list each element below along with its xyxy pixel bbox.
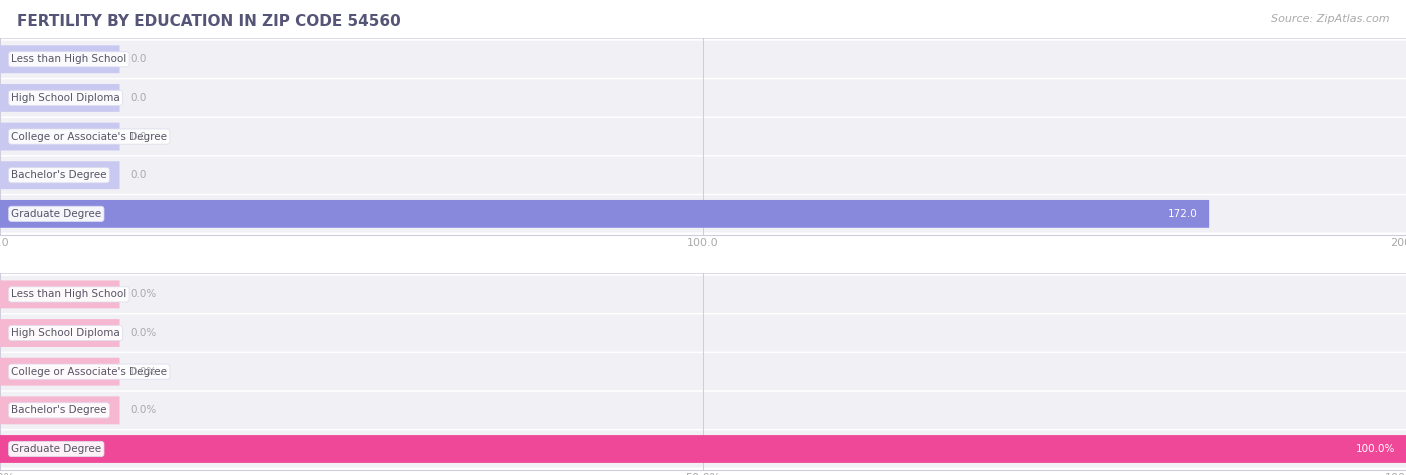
Text: Bachelor's Degree: Bachelor's Degree (11, 405, 107, 415)
Text: Graduate Degree: Graduate Degree (11, 444, 101, 454)
Text: 172.0: 172.0 (1168, 209, 1198, 219)
FancyBboxPatch shape (0, 314, 1406, 352)
Text: 0.0: 0.0 (131, 170, 148, 180)
Text: Source: ZipAtlas.com: Source: ZipAtlas.com (1271, 14, 1389, 24)
Text: 0.0%: 0.0% (131, 405, 157, 415)
FancyBboxPatch shape (0, 79, 1406, 116)
FancyBboxPatch shape (0, 200, 1209, 228)
FancyBboxPatch shape (0, 84, 120, 112)
FancyBboxPatch shape (0, 162, 120, 189)
Text: 100.0%: 100.0% (1355, 444, 1395, 454)
Text: College or Associate's Degree: College or Associate's Degree (11, 132, 167, 142)
FancyBboxPatch shape (0, 195, 1406, 232)
Text: High School Diploma: High School Diploma (11, 93, 120, 103)
Text: Bachelor's Degree: Bachelor's Degree (11, 170, 107, 180)
FancyBboxPatch shape (0, 430, 1406, 467)
FancyBboxPatch shape (0, 280, 120, 308)
FancyBboxPatch shape (0, 397, 120, 424)
FancyBboxPatch shape (0, 123, 120, 151)
Text: 0.0: 0.0 (131, 93, 148, 103)
FancyBboxPatch shape (0, 41, 1406, 78)
Text: 0.0%: 0.0% (131, 367, 157, 377)
Text: 0.0%: 0.0% (131, 289, 157, 299)
FancyBboxPatch shape (0, 435, 1406, 463)
FancyBboxPatch shape (0, 358, 120, 386)
Text: Less than High School: Less than High School (11, 54, 127, 64)
Text: College or Associate's Degree: College or Associate's Degree (11, 367, 167, 377)
FancyBboxPatch shape (0, 276, 1406, 313)
Text: 0.0: 0.0 (131, 54, 148, 64)
FancyBboxPatch shape (0, 157, 1406, 194)
Text: 0.0%: 0.0% (131, 328, 157, 338)
FancyBboxPatch shape (0, 353, 1406, 390)
Text: Graduate Degree: Graduate Degree (11, 209, 101, 219)
FancyBboxPatch shape (0, 45, 120, 73)
Text: 0.0: 0.0 (131, 132, 148, 142)
FancyBboxPatch shape (0, 392, 1406, 429)
FancyBboxPatch shape (0, 319, 120, 347)
Text: High School Diploma: High School Diploma (11, 328, 120, 338)
FancyBboxPatch shape (0, 118, 1406, 155)
Text: Less than High School: Less than High School (11, 289, 127, 299)
Text: FERTILITY BY EDUCATION IN ZIP CODE 54560: FERTILITY BY EDUCATION IN ZIP CODE 54560 (17, 14, 401, 29)
